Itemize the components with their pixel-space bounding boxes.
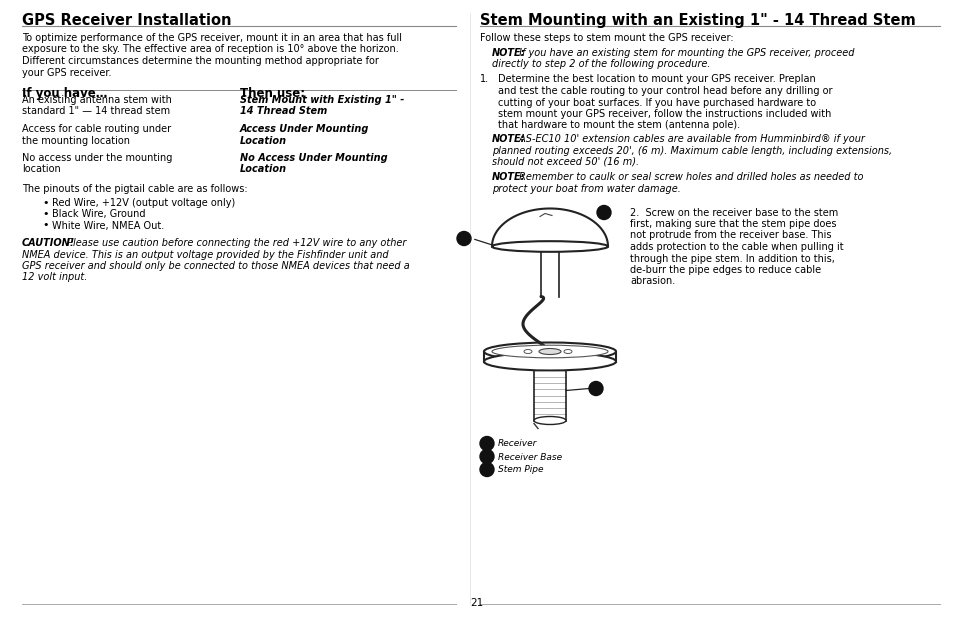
Text: An existing antenna stem with: An existing antenna stem with xyxy=(22,95,172,105)
Text: GPS Receiver Installation: GPS Receiver Installation xyxy=(22,13,232,28)
Text: GPS receiver and should only be connected to those NMEA devices that need a: GPS receiver and should only be connecte… xyxy=(22,261,410,271)
Text: and test the cable routing to your control head before any drilling or: and test the cable routing to your contr… xyxy=(497,86,832,96)
Text: Remember to caulk or seal screw holes and drilled holes as needed to: Remember to caulk or seal screw holes an… xyxy=(516,172,862,182)
Polygon shape xyxy=(540,252,558,297)
Text: 12 volt input.: 12 volt input. xyxy=(22,273,88,282)
Text: •: • xyxy=(42,221,49,231)
Text: Black Wire, Ground: Black Wire, Ground xyxy=(52,209,146,219)
Ellipse shape xyxy=(523,350,532,353)
Text: No access under the mounting: No access under the mounting xyxy=(22,153,172,163)
Polygon shape xyxy=(534,371,565,420)
Circle shape xyxy=(456,232,471,245)
Text: your GPS receiver.: your GPS receiver. xyxy=(22,67,112,77)
Text: 3: 3 xyxy=(593,384,599,393)
Text: first, making sure that the stem pipe does: first, making sure that the stem pipe do… xyxy=(629,219,836,229)
Text: Access Under Mounting: Access Under Mounting xyxy=(240,124,369,134)
Text: CAUTION!: CAUTION! xyxy=(22,238,75,248)
Text: •: • xyxy=(42,209,49,219)
Text: 2: 2 xyxy=(484,452,490,462)
Text: directly to step 2 of the following procedure.: directly to step 2 of the following proc… xyxy=(492,59,710,69)
Text: Receiver Base: Receiver Base xyxy=(497,452,561,462)
Text: location: location xyxy=(22,164,61,174)
Text: Access for cable routing under: Access for cable routing under xyxy=(22,124,171,134)
Text: AS-EC10 10' extension cables are available from Humminbird® if your: AS-EC10 10' extension cables are availab… xyxy=(516,134,864,144)
Text: No Access Under Mounting: No Access Under Mounting xyxy=(240,153,387,163)
Text: 2.  Screw on the receiver base to the stem: 2. Screw on the receiver base to the ste… xyxy=(629,208,838,218)
Text: Then use:: Then use: xyxy=(240,87,305,100)
Text: •: • xyxy=(42,198,49,208)
Circle shape xyxy=(479,436,494,451)
Text: 2: 2 xyxy=(461,234,467,243)
Text: adds protection to the cable when pulling it: adds protection to the cable when pullin… xyxy=(629,242,842,252)
Text: the mounting location: the mounting location xyxy=(22,135,130,145)
Text: 14 Thread Stem: 14 Thread Stem xyxy=(240,106,327,117)
Polygon shape xyxy=(483,352,616,362)
Text: planned routing exceeds 20', (6 m). Maximum cable length, including extensions,: planned routing exceeds 20', (6 m). Maxi… xyxy=(492,145,891,156)
Text: 21: 21 xyxy=(470,598,483,608)
Text: cutting of your boat surfaces. If you have purchased hardware to: cutting of your boat surfaces. If you ha… xyxy=(497,98,815,108)
Text: 3: 3 xyxy=(484,465,490,475)
Ellipse shape xyxy=(538,349,560,355)
Circle shape xyxy=(588,381,602,396)
Circle shape xyxy=(479,449,494,464)
Text: standard 1" — 14 thread stem: standard 1" — 14 thread stem xyxy=(22,106,170,117)
Circle shape xyxy=(479,462,494,476)
Text: Different circumstances determine the mounting method appropriate for: Different circumstances determine the mo… xyxy=(22,56,378,66)
Text: Location: Location xyxy=(240,164,287,174)
Text: not protrude from the receiver base. This: not protrude from the receiver base. Thi… xyxy=(629,231,831,240)
Text: NMEA device. This is an output voltage provided by the Fishfinder unit and: NMEA device. This is an output voltage p… xyxy=(22,250,388,260)
Text: exposure to the sky. The effective area of reception is 10° above the horizon.: exposure to the sky. The effective area … xyxy=(22,44,398,54)
Ellipse shape xyxy=(483,352,616,371)
Text: through the pipe stem. In addition to this,: through the pipe stem. In addition to th… xyxy=(629,253,834,263)
Text: should not exceed 50' (16 m).: should not exceed 50' (16 m). xyxy=(492,157,639,167)
Text: stem mount your GPS receiver, follow the instructions included with: stem mount your GPS receiver, follow the… xyxy=(497,109,830,119)
Text: Red Wire, +12V (output voltage only): Red Wire, +12V (output voltage only) xyxy=(52,198,235,208)
Text: NOTE:: NOTE: xyxy=(492,172,525,182)
Ellipse shape xyxy=(483,342,616,360)
Polygon shape xyxy=(492,208,607,247)
Text: Please use caution before connecting the red +12V wire to any other: Please use caution before connecting the… xyxy=(64,238,406,248)
Text: To optimize performance of the GPS receiver, mount it in an area that has full: To optimize performance of the GPS recei… xyxy=(22,33,401,43)
Text: If you have an existing stem for mounting the GPS receiver, proceed: If you have an existing stem for mountin… xyxy=(516,48,854,57)
Text: Follow these steps to stem mount the GPS receiver:: Follow these steps to stem mount the GPS… xyxy=(479,33,733,43)
Text: Location: Location xyxy=(240,135,287,145)
Text: Stem Pipe: Stem Pipe xyxy=(497,465,543,475)
Circle shape xyxy=(597,206,610,219)
Ellipse shape xyxy=(563,350,572,353)
Ellipse shape xyxy=(492,241,607,252)
Text: de-burr the pipe edges to reduce cable: de-burr the pipe edges to reduce cable xyxy=(629,265,821,275)
Text: White Wire, NMEA Out.: White Wire, NMEA Out. xyxy=(52,221,164,231)
Text: The pinouts of the pigtail cable are as follows:: The pinouts of the pigtail cable are as … xyxy=(22,184,248,194)
Ellipse shape xyxy=(492,345,607,358)
Text: 1: 1 xyxy=(601,208,607,217)
Text: If you have…: If you have… xyxy=(22,87,108,100)
Text: Stem Mounting with an Existing 1" - 14 Thread Stem: Stem Mounting with an Existing 1" - 14 T… xyxy=(479,13,915,28)
Ellipse shape xyxy=(534,417,565,425)
Text: abrasion.: abrasion. xyxy=(629,276,675,287)
Text: Determine the best location to mount your GPS receiver. Preplan: Determine the best location to mount you… xyxy=(497,75,815,85)
Text: Receiver: Receiver xyxy=(497,439,537,449)
Text: NOTE:: NOTE: xyxy=(492,134,525,144)
Text: 1: 1 xyxy=(484,439,490,449)
Text: Stem Mount with Existing 1" -: Stem Mount with Existing 1" - xyxy=(240,95,404,105)
Text: that hardware to mount the stem (antenna pole).: that hardware to mount the stem (antenna… xyxy=(497,121,740,130)
Text: protect your boat from water damage.: protect your boat from water damage. xyxy=(492,184,680,194)
Text: 1.: 1. xyxy=(479,75,489,85)
Text: NOTE:: NOTE: xyxy=(492,48,525,57)
